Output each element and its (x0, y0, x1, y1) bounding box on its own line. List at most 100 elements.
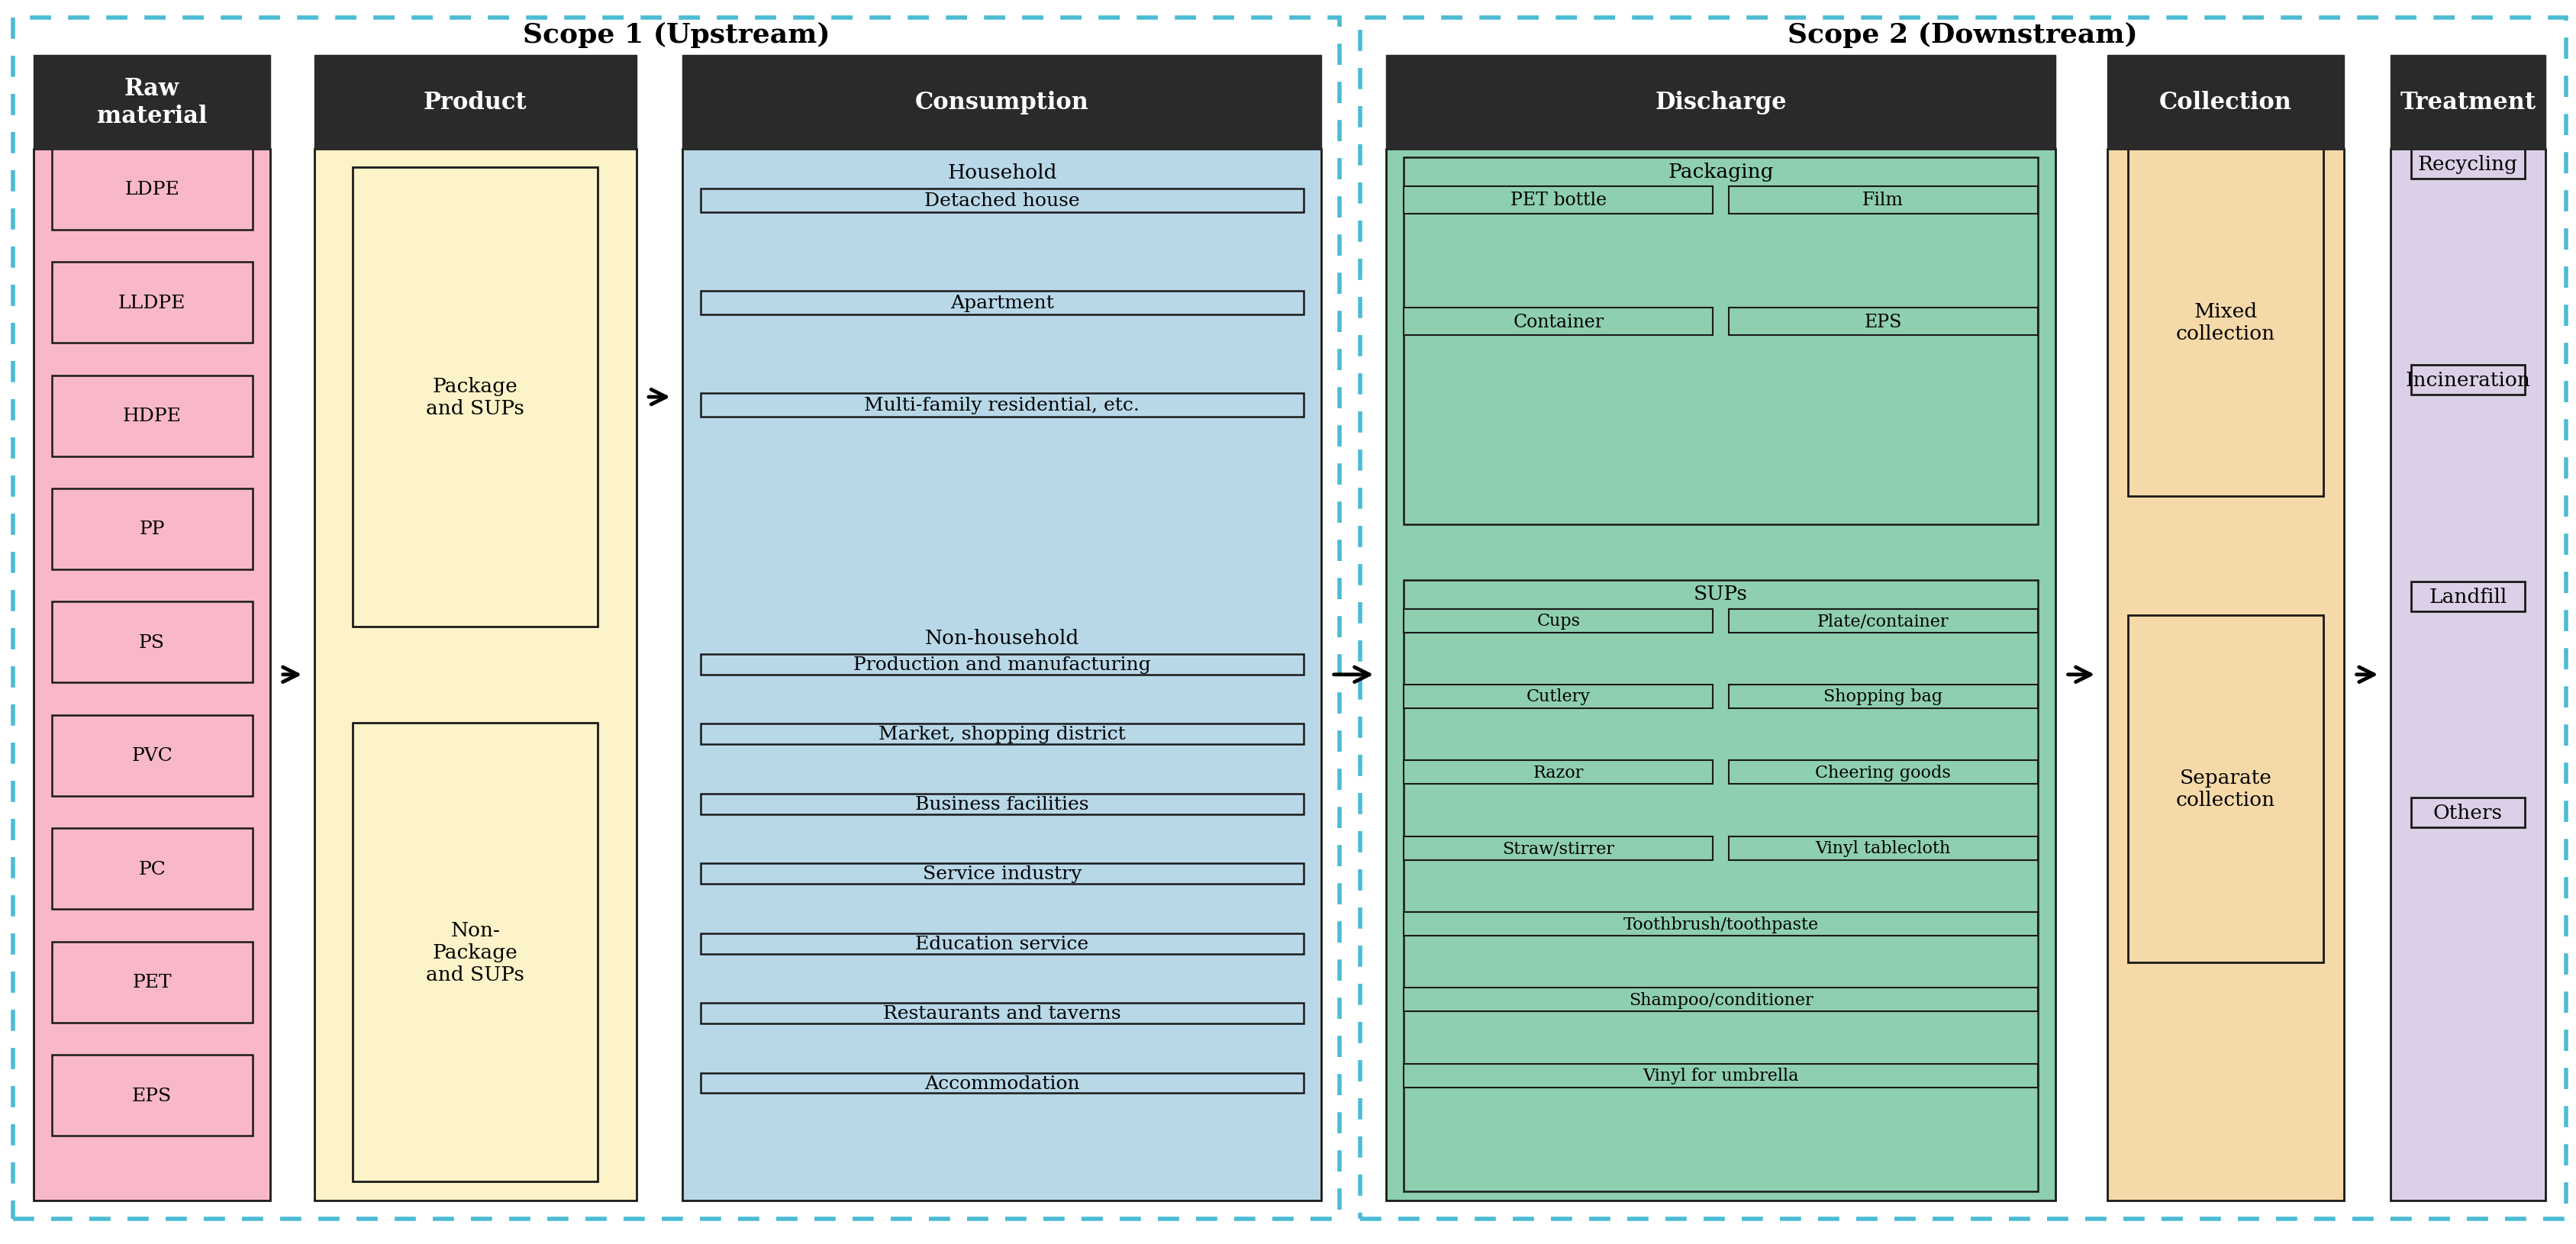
FancyBboxPatch shape (1404, 685, 1713, 709)
Text: Razor: Razor (1533, 764, 1584, 781)
Text: Non-household: Non-household (925, 628, 1079, 648)
FancyBboxPatch shape (2107, 56, 2344, 149)
Text: Product: Product (422, 91, 528, 114)
FancyBboxPatch shape (1404, 581, 2038, 1192)
Text: EPS: EPS (131, 1086, 173, 1105)
FancyBboxPatch shape (52, 376, 252, 457)
Text: Discharge: Discharge (1654, 91, 1788, 114)
Text: Detached house: Detached house (925, 192, 1079, 210)
Text: Vinyl for umbrella: Vinyl for umbrella (1643, 1067, 1798, 1084)
FancyBboxPatch shape (314, 149, 636, 1200)
FancyBboxPatch shape (52, 149, 252, 230)
Text: Production and manufacturing: Production and manufacturing (853, 656, 1151, 673)
Text: PET bottle: PET bottle (1510, 192, 1607, 209)
FancyBboxPatch shape (2128, 616, 2324, 962)
FancyBboxPatch shape (52, 829, 252, 909)
FancyBboxPatch shape (1404, 760, 1713, 784)
Text: Accommodation: Accommodation (925, 1075, 1079, 1092)
Text: Scope 2 (Downstream): Scope 2 (Downstream) (1788, 22, 2138, 47)
Text: PET: PET (131, 973, 173, 991)
Text: Film: Film (1862, 192, 1904, 209)
Text: Package
and SUPs: Package and SUPs (425, 377, 526, 418)
Text: PP: PP (139, 520, 165, 539)
Text: Toothbrush/toothpaste: Toothbrush/toothpaste (1623, 916, 1819, 933)
Text: Multi-family residential, etc.: Multi-family residential, etc. (866, 397, 1139, 414)
FancyBboxPatch shape (1404, 836, 1713, 860)
FancyBboxPatch shape (353, 723, 598, 1182)
FancyBboxPatch shape (2411, 582, 2524, 612)
FancyBboxPatch shape (1728, 309, 2038, 336)
FancyBboxPatch shape (1404, 1064, 2038, 1087)
Text: Shopping bag: Shopping bag (1824, 688, 1942, 705)
Text: Incineration: Incineration (2406, 371, 2530, 389)
FancyBboxPatch shape (1728, 760, 2038, 784)
Text: Business facilities: Business facilities (914, 795, 1090, 812)
FancyBboxPatch shape (1386, 56, 2056, 149)
Text: PVC: PVC (131, 746, 173, 765)
Text: Others: Others (2434, 804, 2501, 822)
Text: Straw/stirrer: Straw/stirrer (1502, 840, 1615, 857)
FancyBboxPatch shape (52, 262, 252, 343)
FancyBboxPatch shape (701, 863, 1303, 884)
Text: Cups: Cups (1538, 612, 1579, 629)
Text: Shampoo/conditioner: Shampoo/conditioner (1628, 991, 1814, 1008)
Text: Raw
material: Raw material (98, 77, 206, 128)
FancyBboxPatch shape (701, 794, 1303, 815)
Text: Education service: Education service (914, 934, 1090, 953)
Text: Plate/container: Plate/container (1816, 612, 1950, 629)
FancyBboxPatch shape (2411, 149, 2524, 179)
FancyBboxPatch shape (52, 489, 252, 570)
FancyBboxPatch shape (1728, 836, 2038, 860)
FancyBboxPatch shape (683, 56, 1321, 149)
FancyBboxPatch shape (1404, 912, 2038, 935)
FancyBboxPatch shape (2391, 56, 2545, 149)
FancyBboxPatch shape (52, 1055, 252, 1136)
FancyBboxPatch shape (701, 933, 1303, 954)
FancyBboxPatch shape (683, 149, 1321, 1200)
FancyBboxPatch shape (2411, 366, 2524, 396)
FancyBboxPatch shape (1386, 149, 2056, 1200)
FancyBboxPatch shape (1404, 988, 2038, 1011)
FancyBboxPatch shape (701, 189, 1303, 213)
Text: Packaging: Packaging (1667, 162, 1775, 182)
FancyBboxPatch shape (701, 1072, 1303, 1093)
Text: Recycling: Recycling (2419, 154, 2517, 174)
FancyBboxPatch shape (33, 56, 270, 149)
FancyBboxPatch shape (1404, 610, 1713, 633)
FancyBboxPatch shape (701, 724, 1303, 745)
FancyBboxPatch shape (1728, 610, 2038, 633)
Text: Container: Container (1512, 313, 1605, 331)
FancyBboxPatch shape (2107, 149, 2344, 1200)
Text: Vinyl tablecloth: Vinyl tablecloth (1816, 840, 1950, 857)
Text: Separate
collection: Separate collection (2177, 768, 2275, 810)
Text: PS: PS (139, 633, 165, 652)
FancyBboxPatch shape (33, 149, 270, 1200)
Text: Treatment: Treatment (2401, 91, 2535, 114)
Text: PC: PC (139, 860, 165, 878)
Text: Cheering goods: Cheering goods (1816, 764, 1950, 781)
FancyBboxPatch shape (52, 715, 252, 796)
FancyBboxPatch shape (701, 291, 1303, 315)
Text: Market, shopping district: Market, shopping district (878, 725, 1126, 743)
Text: Consumption: Consumption (914, 91, 1090, 114)
Text: EPS: EPS (1865, 313, 1901, 331)
FancyBboxPatch shape (1404, 309, 1713, 336)
FancyBboxPatch shape (701, 654, 1303, 675)
FancyBboxPatch shape (701, 1003, 1303, 1024)
Text: LDPE: LDPE (124, 180, 180, 199)
Text: SUPs: SUPs (1695, 585, 1747, 603)
FancyBboxPatch shape (2391, 149, 2545, 1200)
FancyBboxPatch shape (701, 393, 1303, 417)
FancyBboxPatch shape (1404, 187, 1713, 214)
Text: Service industry: Service industry (922, 865, 1082, 883)
Text: Apartment: Apartment (951, 295, 1054, 312)
Text: Mixed
collection: Mixed collection (2177, 302, 2275, 343)
Text: Collection: Collection (2159, 91, 2293, 114)
Text: LLDPE: LLDPE (118, 294, 185, 312)
FancyBboxPatch shape (52, 942, 252, 1023)
Text: Restaurants and taverns: Restaurants and taverns (884, 1005, 1121, 1023)
FancyBboxPatch shape (1728, 187, 2038, 214)
FancyBboxPatch shape (314, 56, 636, 149)
FancyBboxPatch shape (2128, 149, 2324, 496)
FancyBboxPatch shape (353, 168, 598, 627)
